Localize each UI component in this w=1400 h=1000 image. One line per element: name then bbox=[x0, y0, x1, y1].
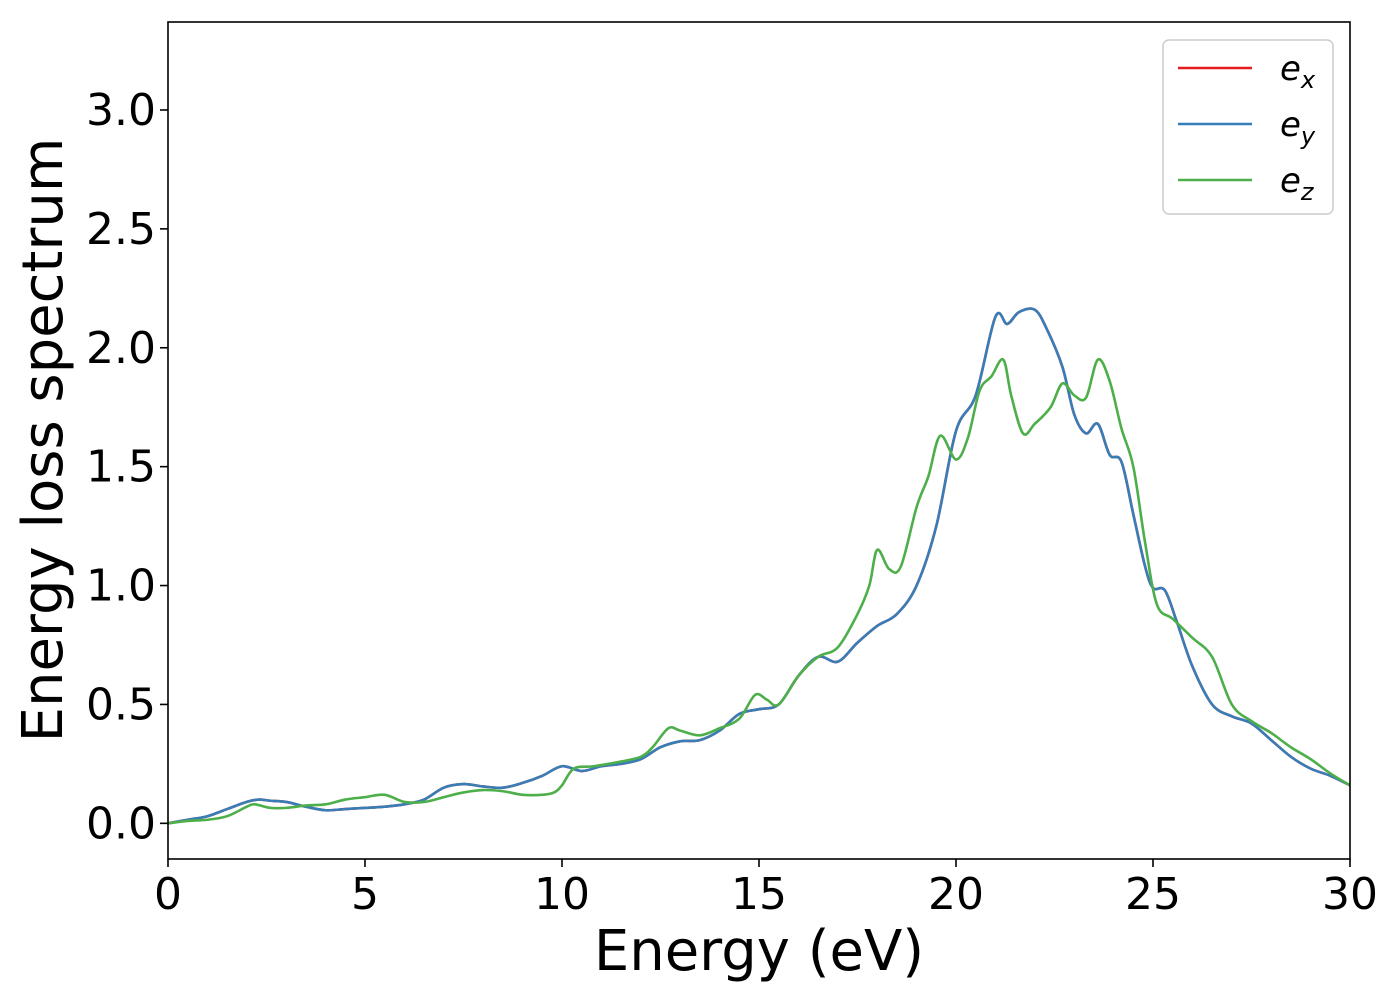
y-tick-label: 2.5 bbox=[86, 204, 156, 255]
legend-box bbox=[1162, 39, 1334, 215]
x-tick-label: 20 bbox=[928, 869, 984, 920]
y-tick-label: 3.0 bbox=[86, 85, 156, 136]
x-tick-label: 25 bbox=[1125, 869, 1181, 920]
series-line-z bbox=[168, 357, 1350, 825]
series-line-y bbox=[168, 307, 1350, 825]
y-tick-label: 2.0 bbox=[86, 323, 156, 374]
x-tick-label: 30 bbox=[1322, 869, 1378, 920]
x-tick-label: 15 bbox=[731, 869, 787, 920]
x-axis: 0 5 10 15 20 25 30 bbox=[154, 859, 1378, 920]
legend-label-x: ex bbox=[1280, 49, 1316, 94]
y-axis-label: Energy loss spectrum bbox=[11, 138, 76, 743]
y-tick-label: 1.0 bbox=[86, 561, 156, 612]
y-tick-label: 1.5 bbox=[86, 442, 156, 493]
series-line-x bbox=[168, 307, 1350, 825]
series-layer bbox=[168, 307, 1350, 825]
x-tick-label: 10 bbox=[534, 869, 590, 920]
y-tick-label: 0.0 bbox=[86, 798, 156, 849]
legend-label-z: ez bbox=[1280, 161, 1315, 206]
x-tick-label: 5 bbox=[351, 869, 379, 920]
y-axis: 0.0 0.5 1.0 1.5 2.0 2.5 3.0 bbox=[86, 85, 168, 849]
legend-label-y: ey bbox=[1280, 105, 1316, 150]
x-tick-label: 0 bbox=[154, 869, 182, 920]
y-tick-label: 0.5 bbox=[86, 679, 156, 730]
x-axis-label: Energy (eV) bbox=[594, 919, 924, 984]
legend: ex ey ez bbox=[1162, 39, 1334, 215]
